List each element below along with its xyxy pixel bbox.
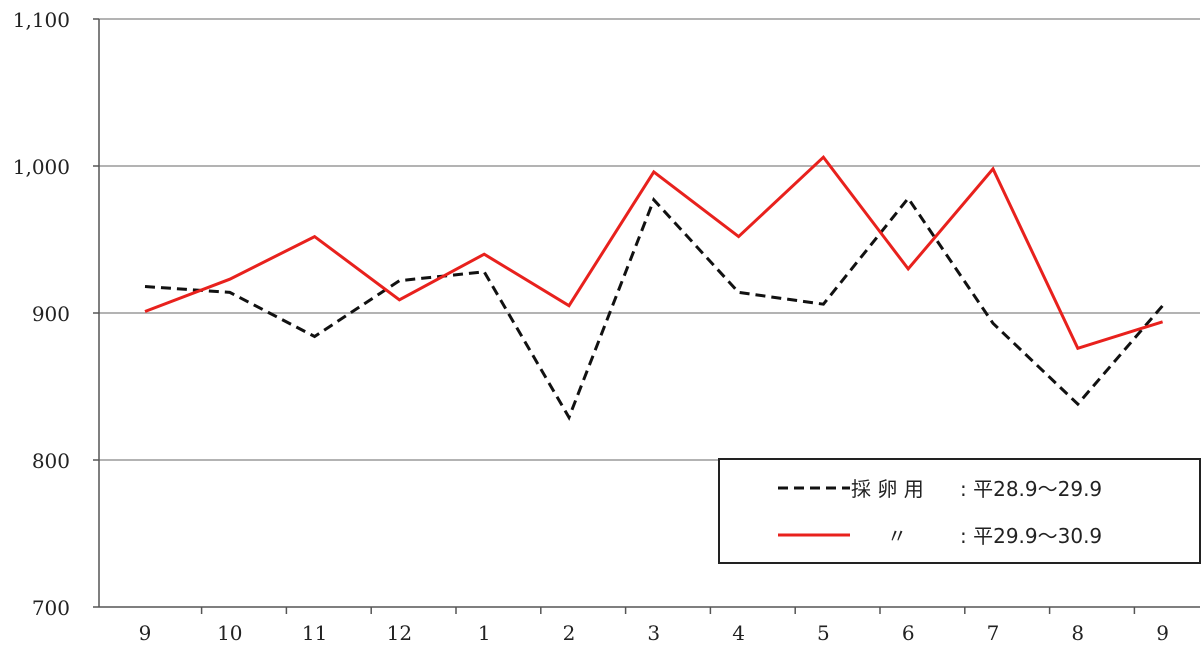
x-tick-label: 12 bbox=[387, 621, 412, 645]
x-tick-label: 8 bbox=[1071, 621, 1084, 645]
gridlines bbox=[99, 18, 1200, 461]
series-lines bbox=[144, 154, 1164, 421]
y-tick-label: 700 bbox=[32, 596, 70, 620]
axes bbox=[93, 18, 1200, 614]
x-tick-labels: 9 10 11 12 1 2 3 4 5 6 7 8 9 bbox=[139, 621, 1169, 645]
series-line-1 bbox=[144, 195, 1164, 421]
x-tick-label: 7 bbox=[987, 621, 1000, 645]
x-tick-label: 9 bbox=[1156, 621, 1169, 645]
legend-box bbox=[718, 458, 1201, 564]
legend-label-series-2: 〃 bbox=[887, 524, 907, 548]
x-tick-label: 5 bbox=[817, 621, 830, 645]
x-tick-label: 11 bbox=[302, 621, 327, 645]
x-tick-label: 2 bbox=[563, 621, 576, 645]
y-tick-label: 1,000 bbox=[13, 155, 70, 179]
y-tick-labels: 700 800 900 1,000 1,100 bbox=[13, 8, 70, 620]
legend-period-series-2: : 平29.9～30.9 bbox=[960, 524, 1102, 548]
x-tick-label: 9 bbox=[139, 621, 152, 645]
legend-label-series-1: 採 卵 用 bbox=[851, 477, 924, 501]
y-tick-label: 1,100 bbox=[13, 8, 70, 32]
legend-period-series-1: : 平28.9～29.9 bbox=[960, 477, 1102, 501]
series-line-2 bbox=[144, 154, 1164, 351]
y-tick-label: 900 bbox=[32, 302, 70, 326]
x-tick-label: 1 bbox=[478, 621, 491, 645]
legend: 採 卵 用 : 平28.9～29.9 〃 : 平29.9～30.9 bbox=[718, 458, 1201, 564]
y-tick-label: 800 bbox=[32, 449, 70, 473]
x-tick-label: 3 bbox=[647, 621, 660, 645]
x-tick-label: 4 bbox=[732, 621, 745, 645]
x-tick-label: 10 bbox=[217, 621, 242, 645]
x-tick-label: 6 bbox=[902, 621, 915, 645]
